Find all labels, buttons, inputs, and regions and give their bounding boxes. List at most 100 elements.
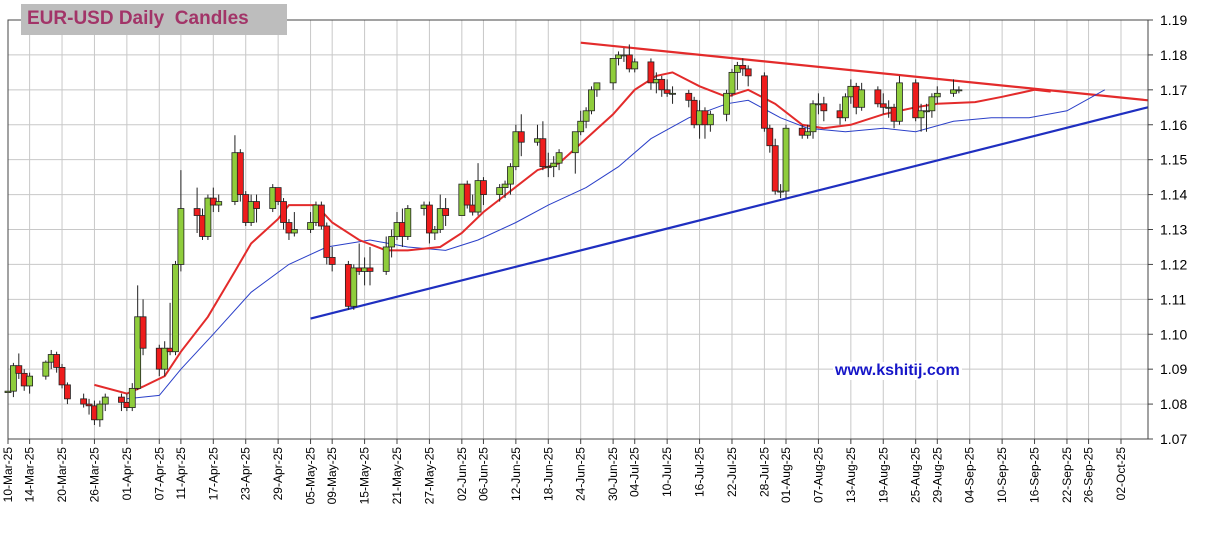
bullish-candle bbox=[101, 396, 109, 405]
x-tick-label: 18-Jun-25 bbox=[541, 447, 555, 501]
x-tick-label: 04-Jul-25 bbox=[628, 447, 642, 497]
bullish-candle bbox=[404, 208, 412, 237]
x-tick-label: 01-Apr-25 bbox=[120, 447, 134, 501]
bearish-candle bbox=[442, 208, 450, 216]
x-tick-label: 25-Aug-25 bbox=[909, 447, 923, 503]
x-tick-label: 10-Jul-25 bbox=[660, 447, 674, 497]
x-tick-label: 07-Apr-25 bbox=[152, 447, 166, 501]
chart-title-box bbox=[21, 4, 287, 35]
watermark-link[interactable]: www.kshitij.com bbox=[833, 362, 962, 380]
bearish-candle bbox=[280, 201, 287, 223]
y-tick-label: 1.19 bbox=[1160, 12, 1187, 28]
bearish-candle bbox=[771, 145, 779, 192]
x-tick-label: 13-Aug-25 bbox=[844, 447, 858, 503]
bearish-candle bbox=[274, 187, 282, 202]
bullish-candle bbox=[555, 152, 563, 164]
bullish-candle bbox=[307, 222, 314, 230]
bullish-candle bbox=[809, 103, 817, 133]
bearish-candle bbox=[539, 138, 547, 168]
bullish-candle bbox=[896, 82, 903, 122]
candles bbox=[4, 44, 963, 427]
bearish-candle bbox=[323, 225, 331, 258]
bullish-candle bbox=[588, 89, 595, 112]
y-tick-label: 1.08 bbox=[1160, 396, 1187, 412]
bearish-candle bbox=[118, 396, 125, 403]
bearish-candle bbox=[739, 64, 747, 70]
bullish-candle bbox=[928, 96, 936, 112]
bullish-candle bbox=[923, 110, 930, 113]
bearish-candle bbox=[80, 398, 88, 405]
bullish-candle bbox=[782, 127, 790, 192]
bearish-candle bbox=[685, 92, 693, 101]
x-tick-label: 21-May-25 bbox=[390, 447, 404, 505]
bearish-candle bbox=[820, 103, 828, 112]
y-tick-label: 1.15 bbox=[1160, 152, 1187, 168]
y-tick-label: 1.13 bbox=[1160, 222, 1187, 238]
bearish-candle bbox=[874, 89, 882, 105]
x-tick-label: 17-Apr-25 bbox=[206, 447, 220, 501]
chart-title: EUR-USD Daily Candles bbox=[27, 8, 249, 29]
bearish-candle bbox=[663, 89, 671, 94]
bullish-candle bbox=[474, 180, 482, 213]
x-tick-label: 23-Apr-25 bbox=[239, 447, 253, 501]
bullish-candle bbox=[842, 96, 849, 119]
x-tick-label: 07-Aug-25 bbox=[811, 447, 825, 503]
bullish-candle bbox=[350, 267, 358, 307]
bullish-candle bbox=[917, 110, 925, 119]
bearish-candle bbox=[236, 152, 244, 195]
bullish-candle bbox=[247, 201, 255, 223]
support-trendline bbox=[310, 106, 1149, 320]
bullish-candle bbox=[382, 246, 390, 272]
bullish-candle bbox=[42, 361, 50, 377]
x-tick-label: 06-Jun-25 bbox=[476, 447, 490, 501]
bullish-candle bbox=[577, 120, 585, 133]
x-tick-label: 22-Jul-25 bbox=[725, 447, 739, 497]
bullish-candle bbox=[550, 162, 558, 168]
y-tick-label: 1.17 bbox=[1160, 82, 1187, 98]
y-tick-label: 1.07 bbox=[1160, 431, 1187, 447]
bullish-candle bbox=[204, 197, 212, 237]
bullish-candle bbox=[955, 89, 963, 92]
x-tick-label: 12-Jun-25 bbox=[509, 447, 523, 501]
bullish-candle bbox=[723, 92, 730, 115]
x-tick-label: 29-Aug-25 bbox=[930, 447, 944, 503]
y-tick-label: 1.11 bbox=[1160, 291, 1186, 307]
bullish-candle bbox=[950, 89, 957, 94]
bullish-candle bbox=[431, 229, 439, 234]
x-tick-label: 24-Jun-25 bbox=[574, 447, 588, 501]
bullish-candle bbox=[804, 131, 812, 136]
x-tick-label: 29-Apr-25 bbox=[271, 447, 285, 501]
bearish-candle bbox=[766, 127, 774, 147]
x-tick-label: 02-Jun-25 bbox=[455, 447, 469, 501]
bearish-candle bbox=[879, 103, 887, 108]
bearish-candle bbox=[85, 403, 93, 407]
x-tick-label: 22-Sep-25 bbox=[1060, 447, 1074, 503]
bearish-candle bbox=[193, 208, 201, 216]
bearish-candle bbox=[139, 316, 147, 349]
bullish-candle bbox=[728, 71, 736, 94]
bearish-candle bbox=[285, 222, 293, 234]
x-tick-label: 10-Mar-25 bbox=[1, 447, 15, 503]
bullish-candle bbox=[631, 61, 639, 70]
x-tick-label: 04-Sep-25 bbox=[963, 447, 977, 503]
bullish-candle bbox=[10, 365, 17, 392]
slow-moving-average-line bbox=[126, 89, 1106, 400]
bullish-candle bbox=[706, 113, 714, 126]
y-axis-ticks: 1.07 1.08 1.09 1.10 1.11 1.12 1.13 1.14 1.15 1.16… bbox=[1148, 12, 1187, 447]
x-axis-ticks: 10-Mar-25 14-Mar-25 20-Mar-25 26-Mar-25 01-A… bbox=[1, 439, 1128, 504]
bullish-candle bbox=[96, 403, 104, 421]
y-tick-label: 1.09 bbox=[1160, 361, 1187, 377]
bullish-candle bbox=[933, 92, 941, 98]
x-tick-label: 01-Aug-25 bbox=[779, 447, 793, 503]
bullish-candle bbox=[161, 347, 169, 370]
bearish-candle bbox=[58, 367, 66, 386]
x-tick-label: 05-May-25 bbox=[304, 447, 318, 505]
fast-moving-average-line bbox=[94, 71, 1051, 395]
bearish-candle bbox=[328, 257, 336, 265]
bullish-candle bbox=[544, 166, 552, 169]
bearish-candle bbox=[912, 82, 920, 119]
bullish-candle bbox=[496, 187, 504, 195]
bullish-candle bbox=[858, 89, 866, 108]
bullish-candle bbox=[512, 131, 520, 168]
bearish-candle bbox=[426, 204, 433, 234]
